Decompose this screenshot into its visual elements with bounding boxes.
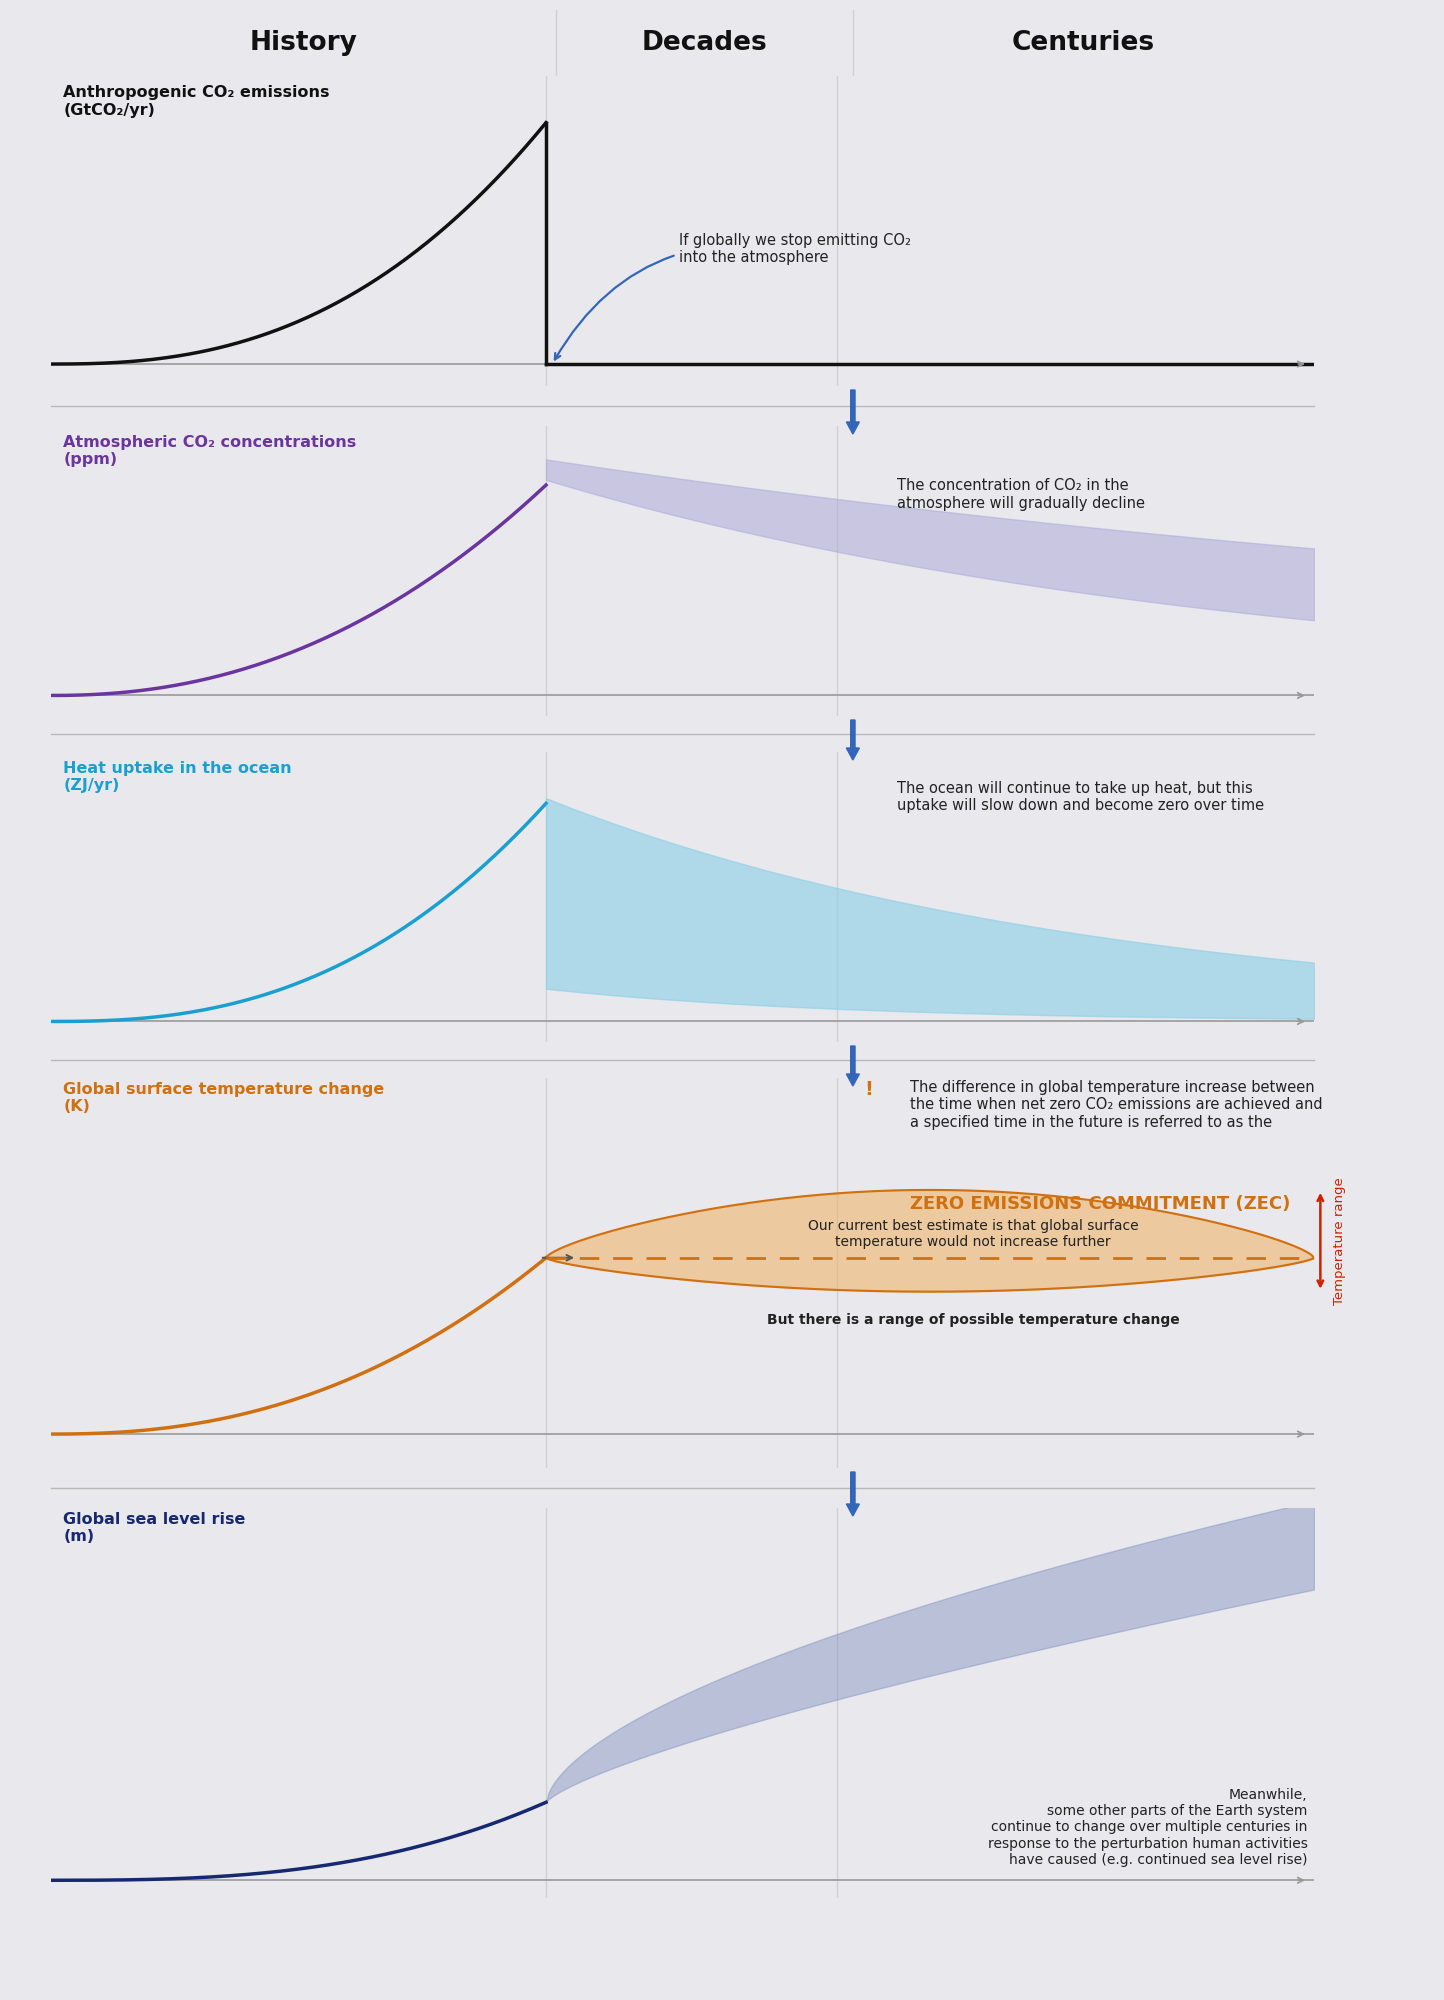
Text: Meanwhile,
some other parts of the Earth system
continue to change over multiple: Meanwhile, some other parts of the Earth…	[988, 1788, 1308, 1866]
Text: Heat uptake in the ocean
(ZJ/yr): Heat uptake in the ocean (ZJ/yr)	[64, 760, 292, 794]
Text: The ocean will continue to take up heat, but this
uptake will slow down and beco: The ocean will continue to take up heat,…	[897, 782, 1264, 814]
Text: !: !	[865, 1080, 881, 1098]
Text: Anthropogenic CO₂ emissions
(GtCO₂/yr): Anthropogenic CO₂ emissions (GtCO₂/yr)	[64, 86, 329, 118]
Text: Atmospheric CO₂ concentrations
(ppm): Atmospheric CO₂ concentrations (ppm)	[64, 434, 357, 468]
Text: The concentration of CO₂ in the
atmosphere will gradually decline: The concentration of CO₂ in the atmosphe…	[897, 478, 1145, 510]
Text: Temperature range: Temperature range	[1333, 1176, 1346, 1304]
Text: If globally we stop emitting CO₂
into the atmosphere: If globally we stop emitting CO₂ into th…	[554, 232, 911, 360]
Text: Global sea level rise
(m): Global sea level rise (m)	[64, 1512, 245, 1544]
Text: ZERO EMISSIONS COMMITMENT (ZEC): ZERO EMISSIONS COMMITMENT (ZEC)	[910, 1196, 1289, 1214]
Text: But there is a range of possible temperature change: But there is a range of possible tempera…	[767, 1312, 1180, 1326]
Text: History: History	[250, 30, 357, 56]
Text: Our current best estimate is that global surface
temperature would not increase : Our current best estimate is that global…	[807, 1218, 1138, 1250]
Text: Global surface temperature change
(K): Global surface temperature change (K)	[64, 1082, 384, 1114]
Text: Centuries: Centuries	[1012, 30, 1155, 56]
Text: Decades: Decades	[641, 30, 767, 56]
Text: The difference in global temperature increase between
the time when net zero CO₂: The difference in global temperature inc…	[910, 1080, 1323, 1130]
